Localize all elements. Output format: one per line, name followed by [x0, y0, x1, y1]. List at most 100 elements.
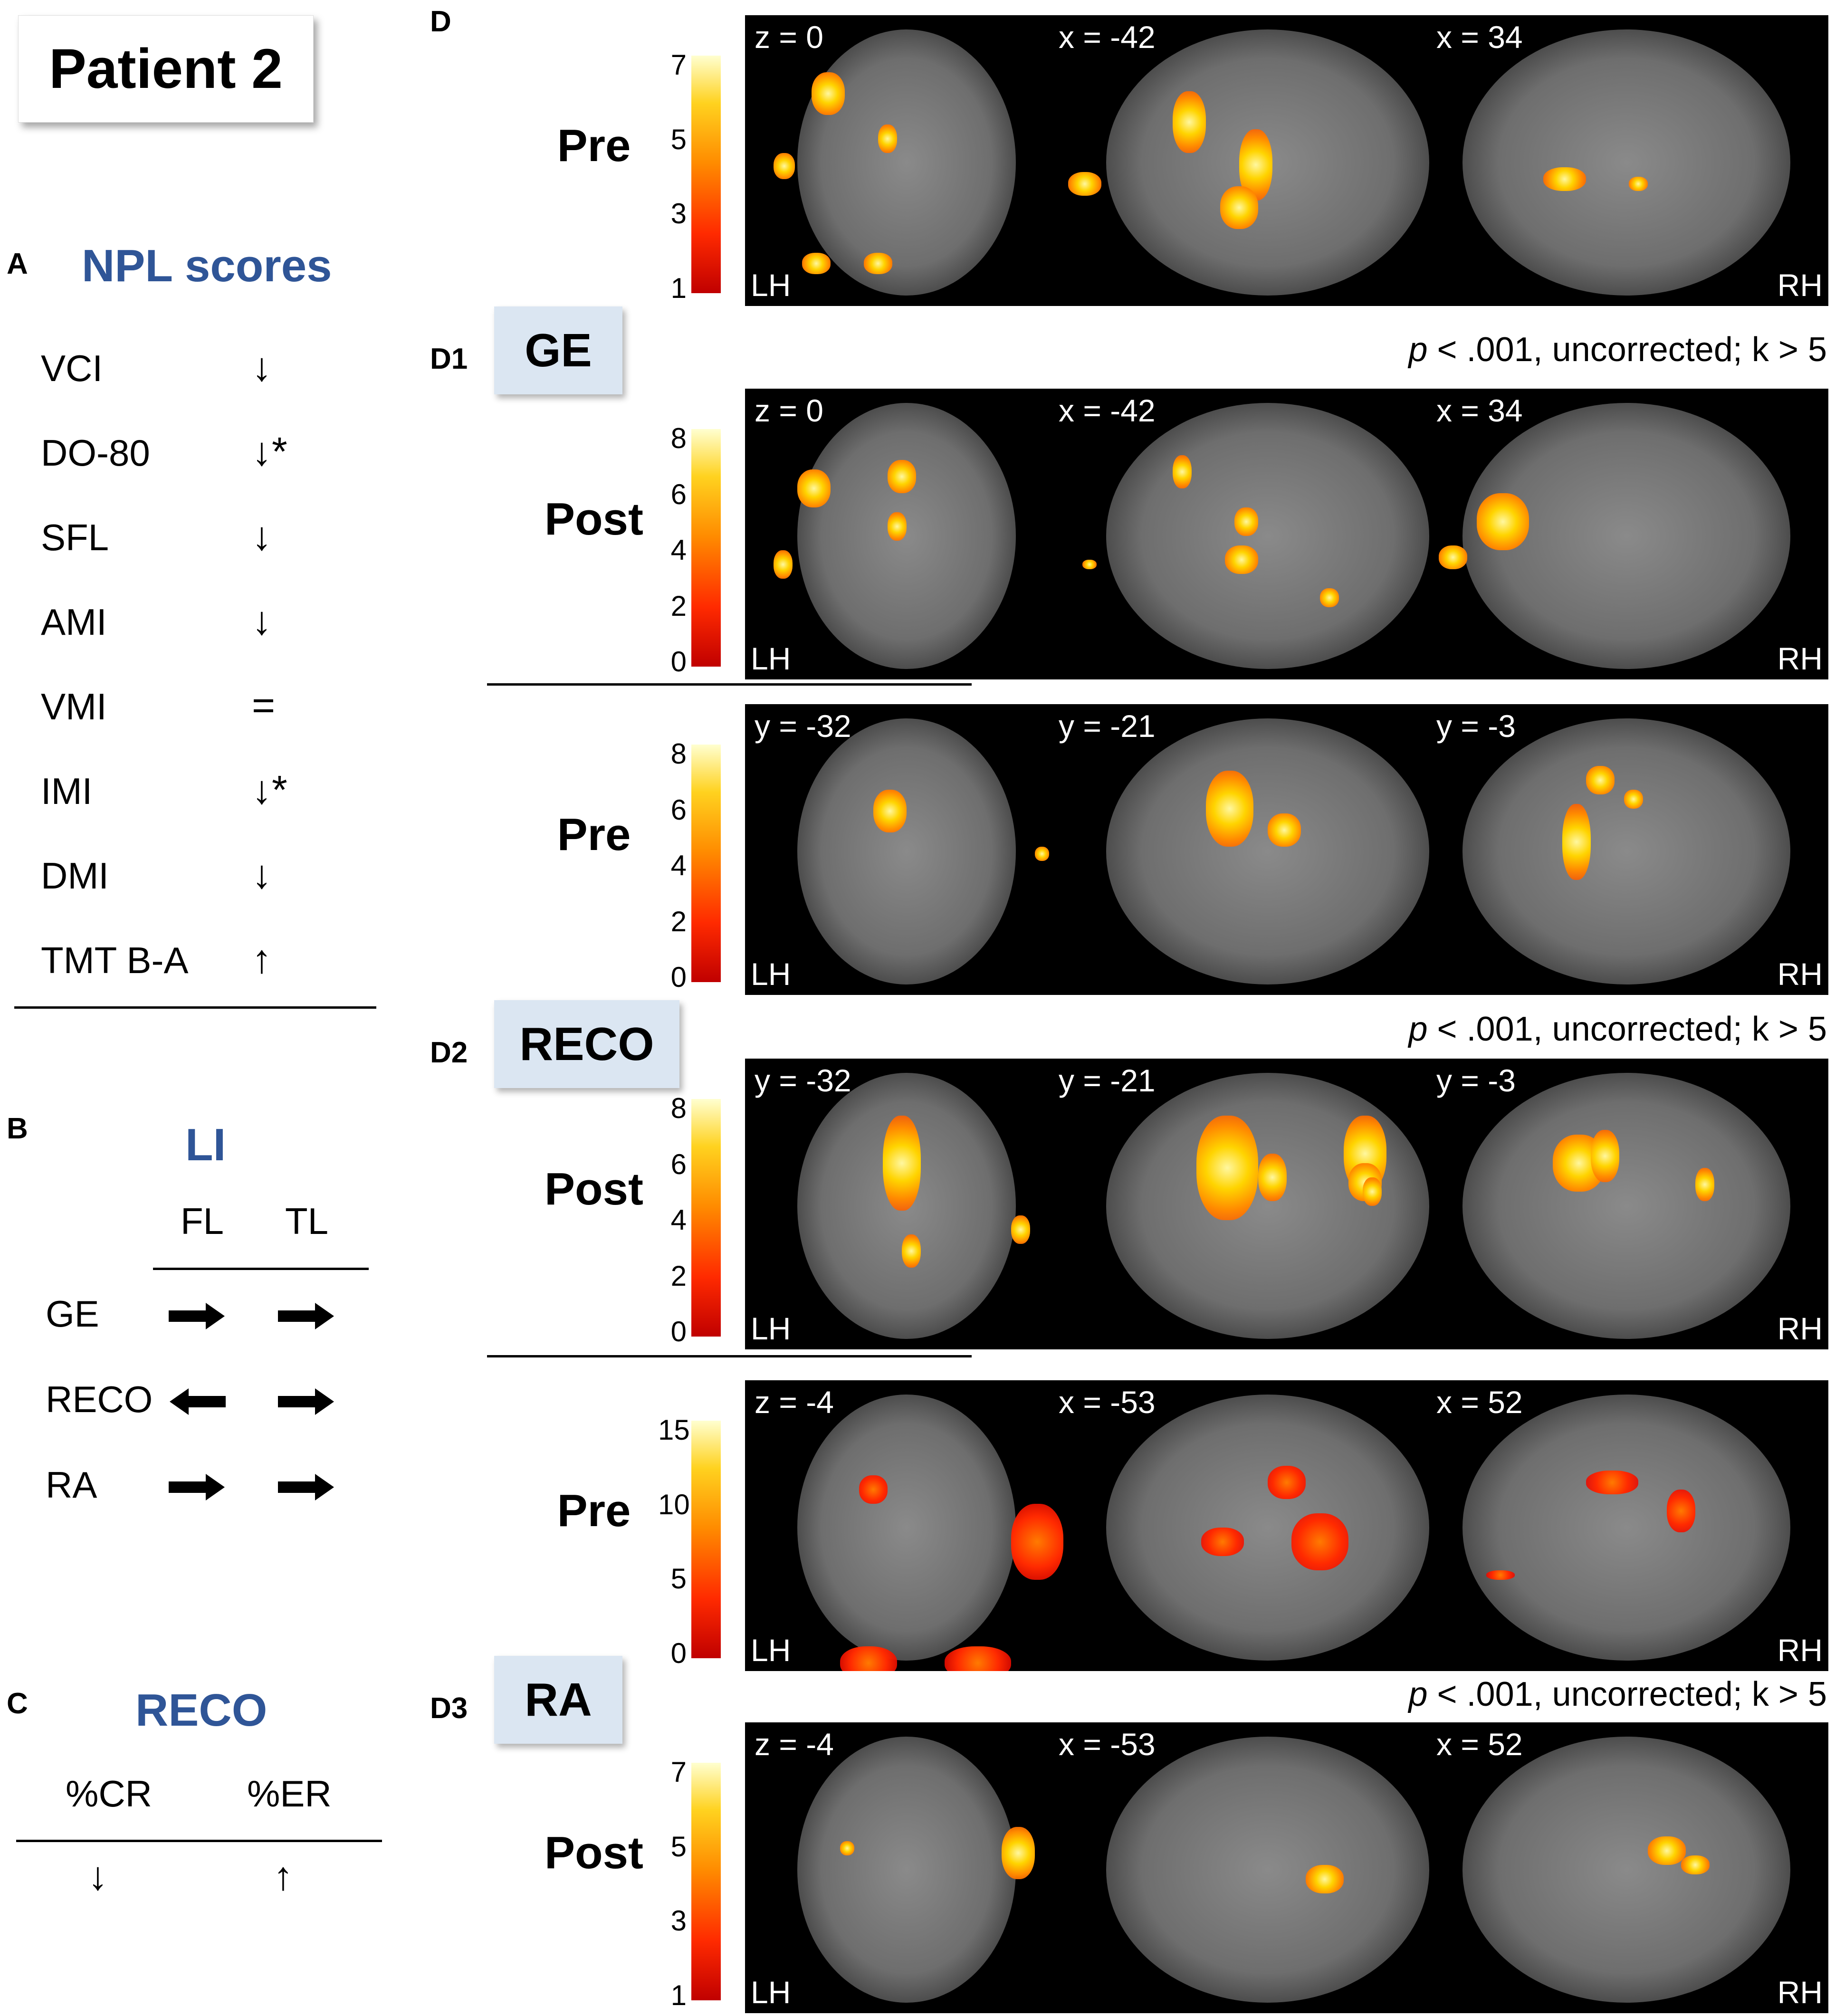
right-hemisphere-label: RH — [1777, 1975, 1823, 2010]
left-hemisphere-label: LH — [751, 1311, 791, 1346]
slice-coordinate-label: x = 52 — [1436, 1385, 1523, 1420]
right-hemisphere-label: RH — [1777, 956, 1823, 992]
section-divider — [487, 1355, 972, 1357]
activation-cluster — [840, 1841, 854, 1855]
activation-cluster — [1629, 177, 1648, 191]
brain-slice-image — [797, 1395, 1016, 1661]
brain-slice-image — [797, 29, 1016, 296]
activation-cluster — [1543, 167, 1586, 191]
left-hemisphere-label: LH — [751, 1633, 791, 1668]
colorbar-tick: 2 — [670, 905, 687, 937]
activation-cluster — [1002, 1827, 1035, 1879]
activation-cluster — [1173, 91, 1206, 153]
li-row-label: RA — [46, 1464, 97, 1506]
activation-cluster — [802, 253, 831, 274]
activation-cluster — [859, 1475, 888, 1504]
npl-row-label: IMI — [41, 770, 93, 812]
slice-coordinate-label: z = -4 — [755, 1385, 834, 1420]
activation-cluster — [797, 469, 831, 507]
brain-slice-image — [1462, 1395, 1790, 1661]
activation-cluster — [1011, 1504, 1063, 1580]
brain-slice-image — [797, 718, 1016, 984]
npl-row-label: VMI — [41, 686, 107, 727]
colorbar-tick: 4 — [670, 534, 687, 566]
li-row-label: GE — [46, 1293, 99, 1335]
slice-coordinate-label: y = -32 — [755, 708, 851, 744]
li-header-rule — [153, 1268, 369, 1270]
activation-cluster — [1225, 545, 1258, 574]
npl-row-label: TMT B-A — [41, 939, 189, 981]
left-hemisphere-label: LH — [751, 1975, 791, 2010]
slice-coordinate-label: y = -21 — [1059, 708, 1156, 744]
colorbar-tick: 7 — [670, 1756, 687, 1788]
colorbar-tick: 8 — [670, 738, 687, 770]
activation-cluster — [1196, 1116, 1258, 1220]
colorbar-tick: 5 — [670, 1563, 687, 1595]
brain-slice-image — [1106, 1395, 1429, 1661]
colorbar-tick: 0 — [670, 1316, 687, 1347]
colorbar-tick: 0 — [670, 646, 687, 678]
reco-col-er: %ER — [247, 1773, 332, 1815]
li-row-label: RECO — [46, 1378, 153, 1420]
right-hemisphere-label: RH — [1777, 1311, 1823, 1346]
colorbar-tick: 4 — [670, 1204, 687, 1236]
pre-label: Pre — [557, 1485, 631, 1536]
figure-title: Patient 2 — [18, 15, 314, 123]
colorbar-tick: 3 — [670, 1905, 687, 1937]
brain-slice-image — [1462, 1737, 1790, 2003]
slice-coordinate-label: x = 34 — [1436, 19, 1523, 55]
p-symbol: p — [1408, 331, 1428, 369]
brain-slice-strip: y = -32 y = -21 y = -3 LH RH — [745, 704, 1828, 995]
colorbar-tick: 1 — [670, 1979, 687, 2011]
threshold-note: p < .001, uncorrected; k > 5 — [1188, 1675, 1827, 1714]
brain-slice-image — [1462, 29, 1790, 296]
left-hemisphere-label: LH — [751, 268, 791, 303]
colorbar-tick: 4 — [670, 850, 687, 881]
brain-slice-image — [1106, 403, 1429, 669]
activation-cluster — [1206, 771, 1253, 847]
arrow-right-icon — [278, 1303, 334, 1329]
post-label: Post — [544, 1164, 644, 1214]
section-id: D2 — [430, 1036, 468, 1069]
colorbar-tick: 10 — [658, 1488, 690, 1520]
colorbar-tick: 6 — [670, 478, 687, 510]
colorbar — [691, 1763, 721, 2000]
brain-slice-image — [1106, 1737, 1429, 2003]
activation-cluster — [1035, 847, 1049, 861]
colorbar — [691, 429, 721, 667]
section-id: D3 — [430, 1692, 468, 1725]
activation-cluster — [864, 253, 892, 274]
activation-cluster — [1562, 804, 1591, 880]
activation-cluster — [1201, 1528, 1244, 1556]
li-heading: LI — [185, 1119, 226, 1170]
npl-scores-heading: NPL scores — [82, 240, 332, 291]
pre-label: Pre — [557, 120, 631, 171]
activation-cluster — [873, 790, 907, 832]
p-symbol: p — [1408, 1675, 1428, 1713]
post-label: Post — [544, 494, 644, 545]
colorbar — [691, 1099, 721, 1337]
npl-row-symbol: ↑ — [252, 936, 272, 981]
section-id: D1 — [430, 343, 468, 375]
condition-badge: RA — [494, 1656, 622, 1744]
condition-badge: RECO — [494, 1000, 679, 1088]
activation-cluster — [888, 460, 916, 493]
threshold-note: p < .001, uncorrected; k > 5 — [1188, 1010, 1827, 1049]
activation-cluster — [774, 550, 793, 579]
activation-cluster — [1306, 1865, 1344, 1893]
activation-cluster — [1648, 1836, 1686, 1865]
npl-row-symbol: ↓* — [252, 429, 287, 474]
panel-b-letter: B — [7, 1112, 28, 1145]
activation-cluster — [1220, 186, 1258, 229]
left-hemisphere-label: LH — [751, 956, 791, 992]
activation-cluster — [1258, 1154, 1287, 1201]
section-divider — [487, 683, 972, 686]
slice-coordinate-label: x = -42 — [1059, 19, 1156, 55]
brain-slice-strip: z = 0 x = -42 x = 34 LH RH — [745, 15, 1828, 306]
activation-cluster — [945, 1646, 1011, 1671]
reco-heading: RECO — [135, 1685, 268, 1736]
slice-coordinate-label: y = -32 — [755, 1063, 851, 1098]
activation-cluster — [1291, 1513, 1348, 1570]
brain-slice-image — [1106, 718, 1429, 984]
colorbar-tick: 5 — [670, 1830, 687, 1863]
